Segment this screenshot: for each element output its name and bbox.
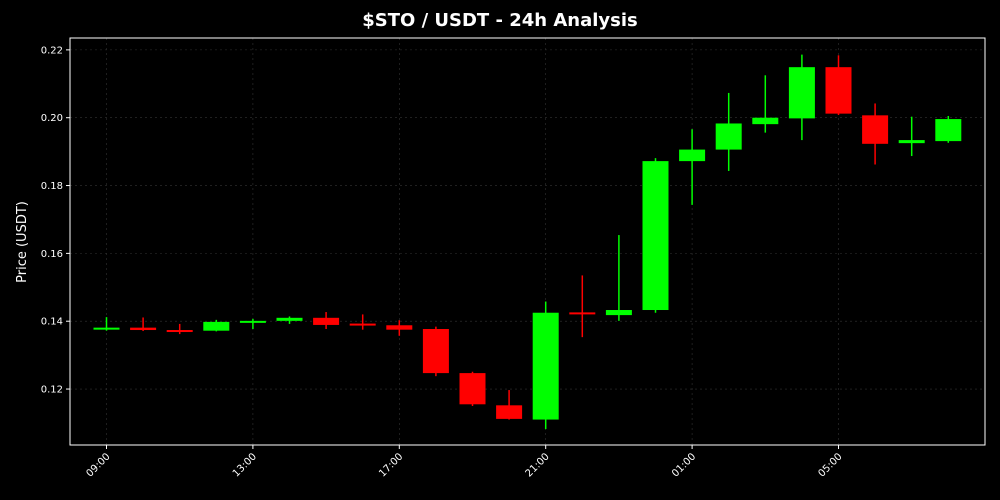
candle [239,318,266,330]
candle-body [569,312,596,315]
candle [130,317,157,332]
candle-body [130,327,157,331]
y-axis-label: Price (USDT) [15,201,30,283]
candle [386,320,413,336]
candle [569,275,596,338]
candle-body [276,317,303,321]
candles [93,54,962,430]
candle-body [788,67,815,119]
plot-frame [69,37,986,446]
candle [276,316,303,324]
y-axis: 0.12 0.14 0.16 0.18 0.20 0.22 [41,45,70,396]
x-tick-label: 13:00 [231,451,259,479]
candle-body [935,119,962,142]
candle [605,235,632,321]
candle-body [642,161,669,311]
candle-body [459,373,486,405]
candle [715,92,742,171]
candle-body [349,323,376,326]
x-tick-label: 05:00 [816,451,844,479]
y-tick-label: 0.14 [41,317,63,328]
candle [935,116,962,143]
candle-body [203,321,230,331]
candle [898,116,925,157]
candle [752,75,779,133]
y-tick-label: 0.12 [41,385,63,396]
candle-body [605,310,632,316]
candle [825,55,852,115]
y-tick-label: 0.16 [41,249,63,260]
candle [313,312,340,330]
candle-body [862,115,889,144]
candle-body [422,329,449,374]
candle [642,158,669,313]
x-tick-label: 17:00 [377,451,405,479]
x-tick-label: 21:00 [524,451,552,479]
x-axis: 09:00 13:00 17:00 21:00 01:00 05:00 [84,445,845,480]
candle [93,317,120,331]
candle-body [898,140,925,144]
candle [788,54,815,141]
x-tick-label: 01:00 [670,451,698,479]
y-tick-label: 0.18 [41,181,63,192]
candle [166,323,193,335]
candle [679,129,706,205]
candle-body [313,317,340,325]
candle [532,301,559,430]
candle-body [752,117,779,125]
candle-body [715,123,742,150]
candle-body [239,320,266,323]
candle [203,319,230,332]
candle-body [93,327,120,330]
candle-body [496,405,523,419]
candle [496,390,523,420]
candle [349,314,376,330]
candle-body [166,330,193,333]
y-tick-label: 0.22 [41,45,63,56]
candle-body [679,149,706,162]
chart-title: $STO / USDT - 24h Analysis [362,10,638,31]
y-tick-label: 0.20 [41,113,63,124]
candle-body [532,312,559,420]
candle [862,103,889,165]
candle [422,326,449,377]
candle [459,371,486,406]
candle-body [386,325,413,330]
candle-body [825,67,852,114]
x-tick-label: 09:00 [84,451,112,479]
